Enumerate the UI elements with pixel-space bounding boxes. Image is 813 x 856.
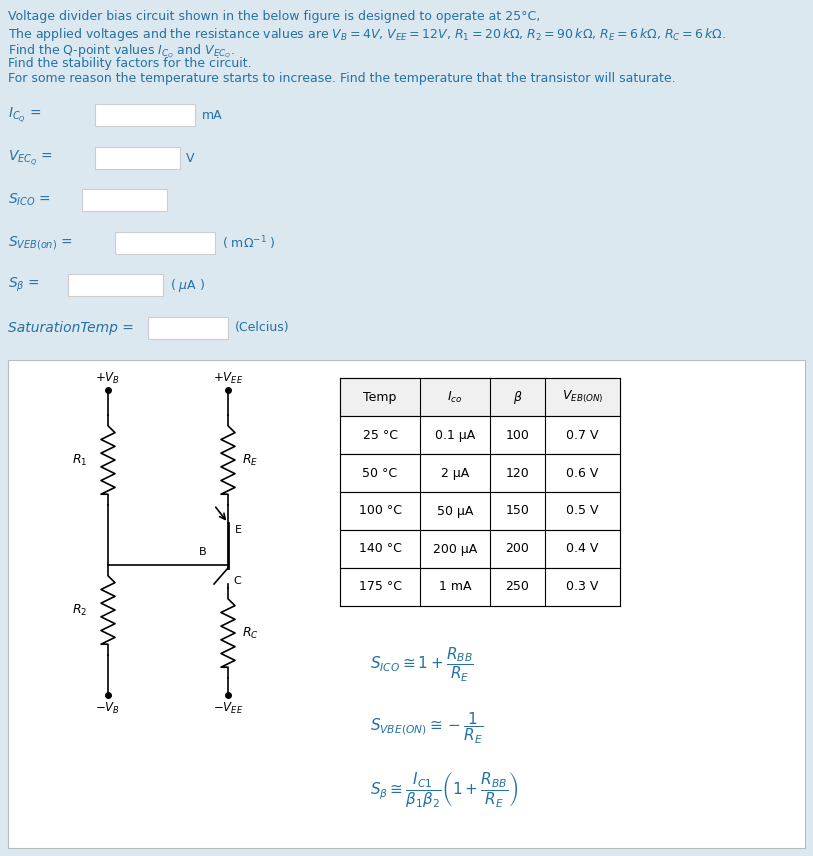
Text: $R_2$: $R_2$	[72, 603, 88, 617]
Bar	[340, 530, 620, 568]
Bar	[340, 568, 620, 606]
Text: $R_E$: $R_E$	[242, 453, 258, 467]
Text: 150: 150	[506, 504, 529, 518]
Text: $-V_{EE}$: $-V_{EE}$	[213, 701, 243, 716]
Text: 0.7 V: 0.7 V	[566, 429, 598, 442]
Bar	[340, 416, 620, 454]
Text: mA: mA	[202, 109, 223, 122]
Bar	[82, 189, 167, 211]
Text: $S_{\beta} \cong \dfrac{I_{C1}}{\beta_1 \beta_2}\left(1 + \dfrac{R_{BB}}{R_E}\ri: $S_{\beta} \cong \dfrac{I_{C1}}{\beta_1 …	[370, 771, 518, 811]
Text: 250: 250	[506, 580, 529, 593]
Text: 0.3 V: 0.3 V	[567, 580, 598, 593]
Text: 120: 120	[506, 467, 529, 479]
Bar	[68, 274, 163, 296]
Text: $+V_B$: $+V_B$	[95, 371, 120, 386]
Text: C: C	[233, 576, 241, 586]
Bar	[340, 454, 620, 492]
Text: B: B	[198, 547, 206, 557]
Text: $S_{\beta}$ =: $S_{\beta}$ =	[8, 276, 40, 294]
Bar	[148, 317, 228, 339]
Text: ( $\mu$A ): ( $\mu$A )	[170, 276, 205, 294]
Text: 200: 200	[506, 543, 529, 556]
Text: $V_{EB(ON)}$: $V_{EB(ON)}$	[562, 389, 603, 405]
Text: 50 μA: 50 μA	[437, 504, 473, 518]
Text: 1 mA: 1 mA	[439, 580, 472, 593]
Text: 0.6 V: 0.6 V	[567, 467, 598, 479]
Text: 140 °C: 140 °C	[359, 543, 402, 556]
Text: 100: 100	[506, 429, 529, 442]
Text: Find the Q-point values $I_{C_Q}$ and $V_{EC_Q}$.: Find the Q-point values $I_{C_Q}$ and $V…	[8, 42, 235, 60]
Text: $-V_B$: $-V_B$	[95, 701, 120, 716]
Text: 0.5 V: 0.5 V	[566, 504, 598, 518]
Bar	[95, 147, 180, 169]
Text: 50 °C: 50 °C	[363, 467, 398, 479]
Text: SaturationTemp =: SaturationTemp =	[8, 321, 134, 335]
Text: 0.1 μA: 0.1 μA	[435, 429, 475, 442]
Text: 0.4 V: 0.4 V	[567, 543, 598, 556]
Text: (Celcius): (Celcius)	[235, 322, 289, 335]
Text: $I_{C_Q}$ =: $I_{C_Q}$ =	[8, 105, 41, 125]
Text: Temp: Temp	[363, 390, 397, 403]
Text: $I_{co}$: $I_{co}$	[447, 389, 463, 405]
Text: $R_C$: $R_C$	[241, 626, 259, 640]
Bar	[115, 232, 215, 254]
Text: $S_{VBE(ON)} \cong -\dfrac{1}{R_E}$: $S_{VBE(ON)} \cong -\dfrac{1}{R_E}$	[370, 711, 484, 746]
Text: $\beta$: $\beta$	[513, 389, 522, 406]
Text: $S_{ICO}$ =: $S_{ICO}$ =	[8, 192, 51, 208]
Text: $S_{ICO} \cong 1 + \dfrac{R_{BB}}{R_E}$: $S_{ICO} \cong 1 + \dfrac{R_{BB}}{R_E}$	[370, 646, 474, 684]
Text: The applied voltages and the resistance values are $V_B = 4V$, $V_{EE} = 12V$, $: The applied voltages and the resistance …	[8, 26, 726, 43]
Text: E: E	[235, 525, 242, 535]
Text: 175 °C: 175 °C	[359, 580, 402, 593]
Text: Find the stability factors for the circuit.: Find the stability factors for the circu…	[8, 57, 252, 70]
Bar	[95, 104, 195, 126]
Bar	[8, 360, 805, 848]
Text: 200 μA: 200 μA	[433, 543, 477, 556]
Text: $+V_{EE}$: $+V_{EE}$	[213, 371, 243, 386]
Text: $R_1$: $R_1$	[72, 453, 88, 467]
Text: 2 μA: 2 μA	[441, 467, 469, 479]
Text: ( m$\Omega^{-1}$ ): ( m$\Omega^{-1}$ )	[222, 235, 276, 252]
Text: V: V	[186, 152, 194, 164]
Text: Voltage divider bias circuit shown in the below figure is designed to operate at: Voltage divider bias circuit shown in th…	[8, 10, 541, 23]
Bar	[340, 378, 620, 416]
Text: 25 °C: 25 °C	[363, 429, 398, 442]
Text: $S_{VEB(on)}$ =: $S_{VEB(on)}$ =	[8, 234, 73, 252]
Bar	[340, 492, 620, 530]
Text: $V_{EC_Q}$ =: $V_{EC_Q}$ =	[8, 148, 53, 168]
Text: For some reason the temperature starts to increase. Find the temperature that th: For some reason the temperature starts t…	[8, 72, 676, 85]
Text: 100 °C: 100 °C	[359, 504, 402, 518]
